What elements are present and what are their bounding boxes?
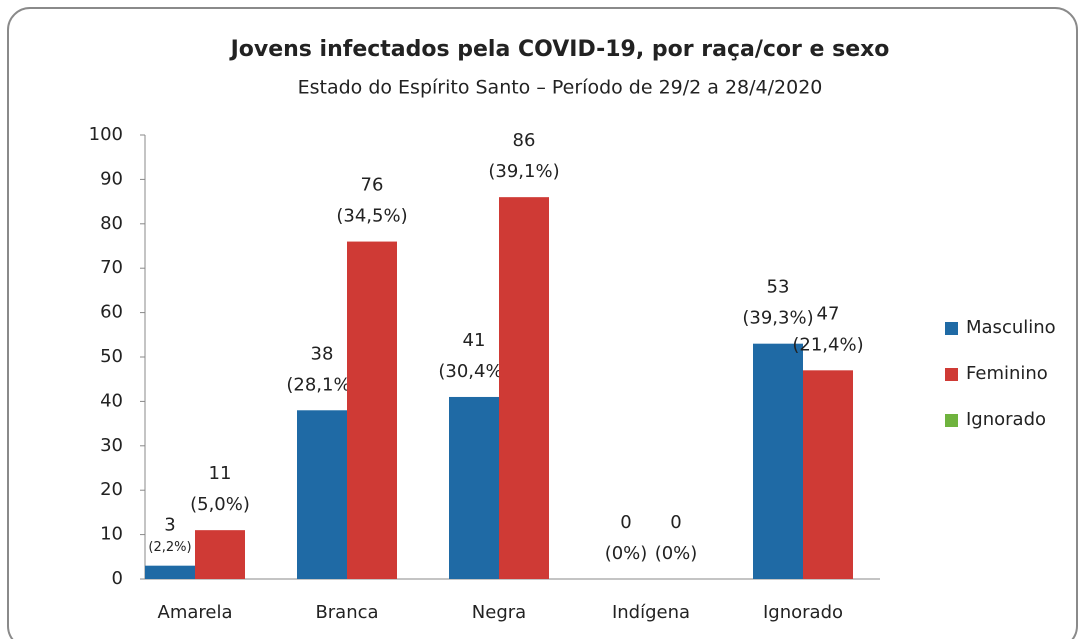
value-label: 53 <box>767 277 790 298</box>
chart-subtitle: Estado do Espírito Santo – Período de 29… <box>298 77 823 99</box>
y-tick-label: 10 <box>100 524 123 545</box>
percent-label: (39,1%) <box>488 161 559 182</box>
value-label: 86 <box>513 130 536 151</box>
value-label: 47 <box>817 303 840 324</box>
bar <box>499 197 549 579</box>
value-label: 0 <box>670 512 681 533</box>
x-tick-label: Indígena <box>612 602 690 623</box>
legend-label: Ignorado <box>966 409 1046 430</box>
bar <box>195 530 245 579</box>
y-tick-label: 0 <box>112 568 123 589</box>
y-tick-label: 70 <box>100 257 123 278</box>
percent-label: (21,4%) <box>792 334 863 355</box>
y-tick-label: 100 <box>89 124 123 145</box>
legend-swatch <box>945 322 958 335</box>
value-label: 3 <box>164 515 175 536</box>
chart-title: Jovens infectados pela COVID-19, por raç… <box>229 37 890 62</box>
value-label: 41 <box>463 330 486 351</box>
legend-swatch <box>945 414 958 427</box>
percent-label: (0%) <box>605 543 648 564</box>
value-label: 0 <box>620 512 631 533</box>
bar <box>347 241 397 579</box>
y-tick-label: 90 <box>100 168 123 189</box>
x-tick-label: Negra <box>472 602 526 623</box>
value-label: 11 <box>209 463 232 484</box>
percent-label: (5,0%) <box>190 494 250 515</box>
y-tick-label: 80 <box>100 213 123 234</box>
percent-label: (39,3%) <box>742 308 813 329</box>
legend-label: Masculino <box>966 317 1056 338</box>
bar <box>803 370 853 579</box>
y-tick-label: 50 <box>100 346 123 367</box>
y-tick-label: 20 <box>100 479 123 500</box>
bar <box>297 410 347 579</box>
percent-label: (30,4%) <box>438 361 509 382</box>
percent-label: (28,1%) <box>286 374 357 395</box>
y-tick-label: 60 <box>100 302 123 323</box>
x-tick-label: Branca <box>315 602 378 623</box>
x-tick-label: Ignorado <box>763 602 843 623</box>
percent-label: (2,2%) <box>148 540 191 555</box>
percent-label: (34,5%) <box>336 206 407 227</box>
y-tick-label: 30 <box>100 435 123 456</box>
bar <box>449 396 499 579</box>
bar <box>753 343 803 579</box>
value-label: 76 <box>361 175 384 196</box>
value-label: 38 <box>311 343 334 364</box>
bar <box>145 565 195 579</box>
x-tick-label: Amarela <box>158 602 233 623</box>
percent-label: (0%) <box>655 543 698 564</box>
legend-swatch <box>945 368 958 381</box>
y-tick-label: 40 <box>100 390 123 411</box>
legend-label: Feminino <box>966 363 1048 384</box>
